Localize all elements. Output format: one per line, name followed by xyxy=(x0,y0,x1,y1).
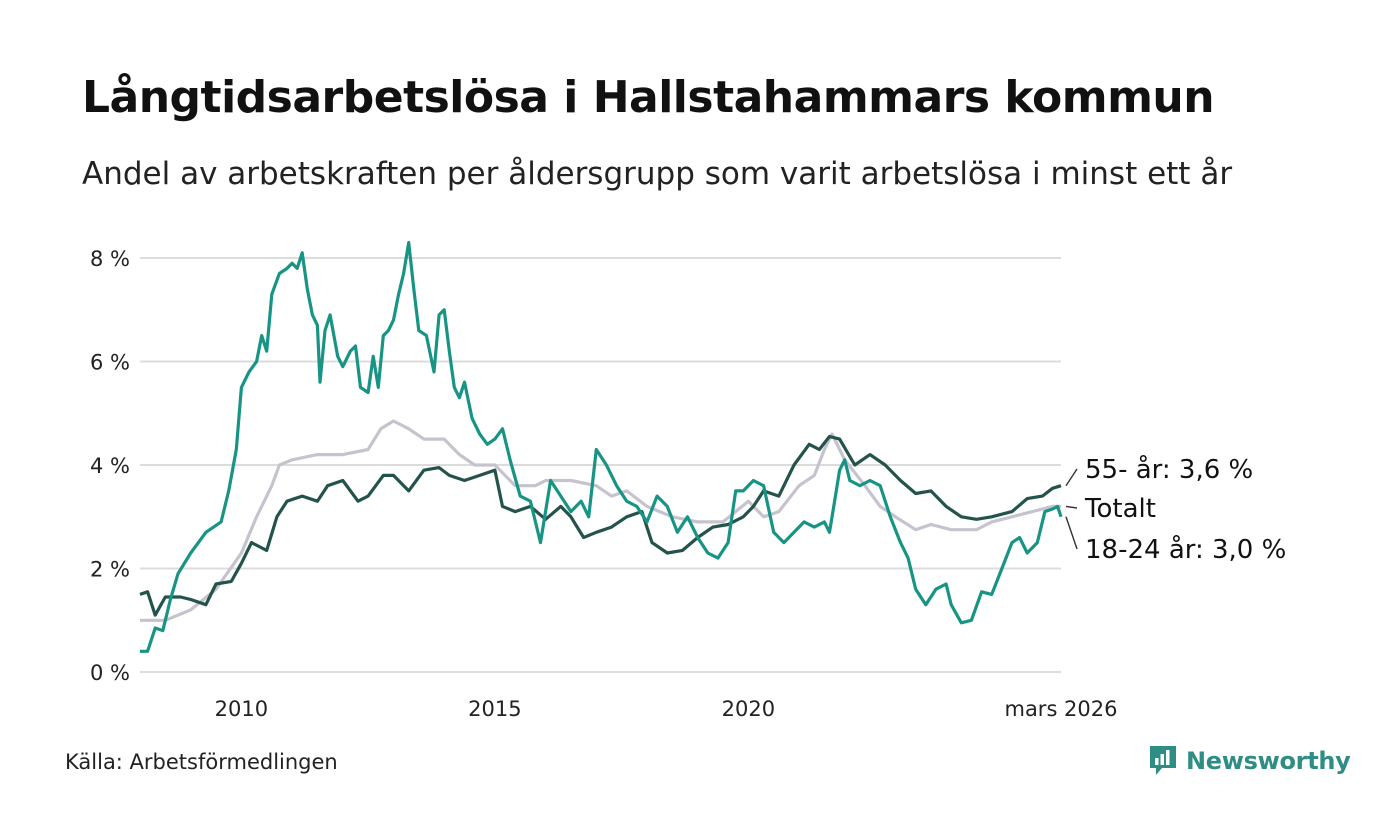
x-tick-label: 2020 xyxy=(722,697,775,721)
series-layer xyxy=(139,240,1063,653)
y-axis-ticks: 0 % 2 % 4 % 6 % 8 % xyxy=(90,247,130,685)
y-tick-label: 8 % xyxy=(90,247,130,271)
grid-layer xyxy=(140,257,1061,673)
chart-subtitle: Andel av arbetskraften per åldersgrupp s… xyxy=(82,156,1233,192)
x-axis-ticks: 2010 2015 2020 mars 2026 xyxy=(215,697,1118,721)
bar-chart-speech-bubble-icon xyxy=(1150,746,1176,775)
x-tick-label: 2010 xyxy=(215,697,268,721)
y-tick-label: 2 % xyxy=(90,558,130,582)
label-leader-line xyxy=(1065,505,1078,509)
series-line-55-r xyxy=(139,434,1062,617)
series-line-18-24-r xyxy=(140,240,1063,653)
label-leader-line xyxy=(1065,516,1078,550)
y-tick-label: 0 % xyxy=(90,661,130,685)
y-tick-label: 4 % xyxy=(90,454,130,478)
x-tick-label: mars 2026 xyxy=(1004,697,1117,721)
series-labels: Totalt 55- år: 3,6 % 18-24 år: 3,0 % xyxy=(1065,454,1286,565)
series-end-label: Totalt xyxy=(1084,494,1156,524)
y-tick-label: 6 % xyxy=(90,351,130,375)
source-note: Källa: Arbetsförmedlingen xyxy=(65,750,338,774)
label-leader-line xyxy=(1065,468,1078,487)
chart-title: Långtidsarbetslösa i Hallstahammars komm… xyxy=(82,72,1215,123)
series-end-label: 18-24 år: 3,0 % xyxy=(1085,534,1286,565)
brand-name: Newsworthy xyxy=(1186,747,1351,775)
series-line-totalt xyxy=(140,419,1061,622)
series-end-label: 55- år: 3,6 % xyxy=(1085,454,1253,485)
brand-logo: Newsworthy xyxy=(1148,744,1351,778)
x-tick-label: 2015 xyxy=(468,697,521,721)
